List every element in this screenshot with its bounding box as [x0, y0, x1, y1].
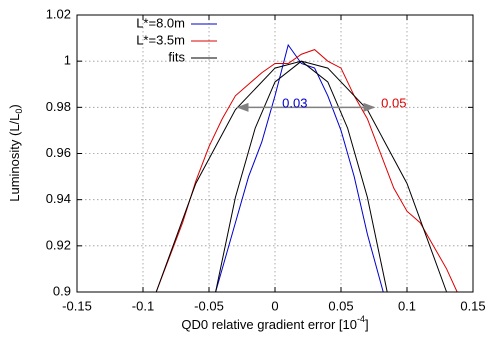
x-tick-label: -0.1	[132, 298, 154, 313]
plot	[155, 43, 458, 293]
x-tick-label: 0.05	[328, 298, 353, 313]
grid	[77, 15, 473, 292]
y-tick-label: 0.92	[46, 237, 71, 252]
legend-label: fits	[168, 49, 185, 64]
annotation-label: 0.05	[381, 95, 406, 110]
y-tick-label: 1.02	[46, 6, 71, 21]
series-line	[155, 60, 448, 293]
annotation-label: 0.03	[282, 95, 307, 110]
x-tick-label: -0.05	[194, 298, 224, 313]
y-tick-label: 0.94	[46, 191, 71, 206]
series-line	[215, 43, 384, 293]
x-tick-label: 0.15	[460, 298, 485, 313]
x-tick-label: -0.15	[62, 298, 92, 313]
legend-label: L*=3.5m	[136, 32, 185, 47]
x-tick-label: 0.1	[398, 298, 416, 313]
y-axis-label: Luminosity (L/L0)	[7, 104, 24, 202]
series-line	[155, 49, 458, 293]
y-tick-label: 1	[64, 53, 71, 68]
y-tick-label: 0.98	[46, 99, 71, 114]
x-axis-label: QD0 relative gradient error [10-4]	[181, 314, 368, 332]
legend-label: L*=8.0m	[136, 15, 185, 30]
x-tick-label: 0	[271, 298, 278, 313]
y-tick-label: 0.96	[46, 145, 71, 160]
y-tick-label: 0.9	[53, 283, 71, 298]
